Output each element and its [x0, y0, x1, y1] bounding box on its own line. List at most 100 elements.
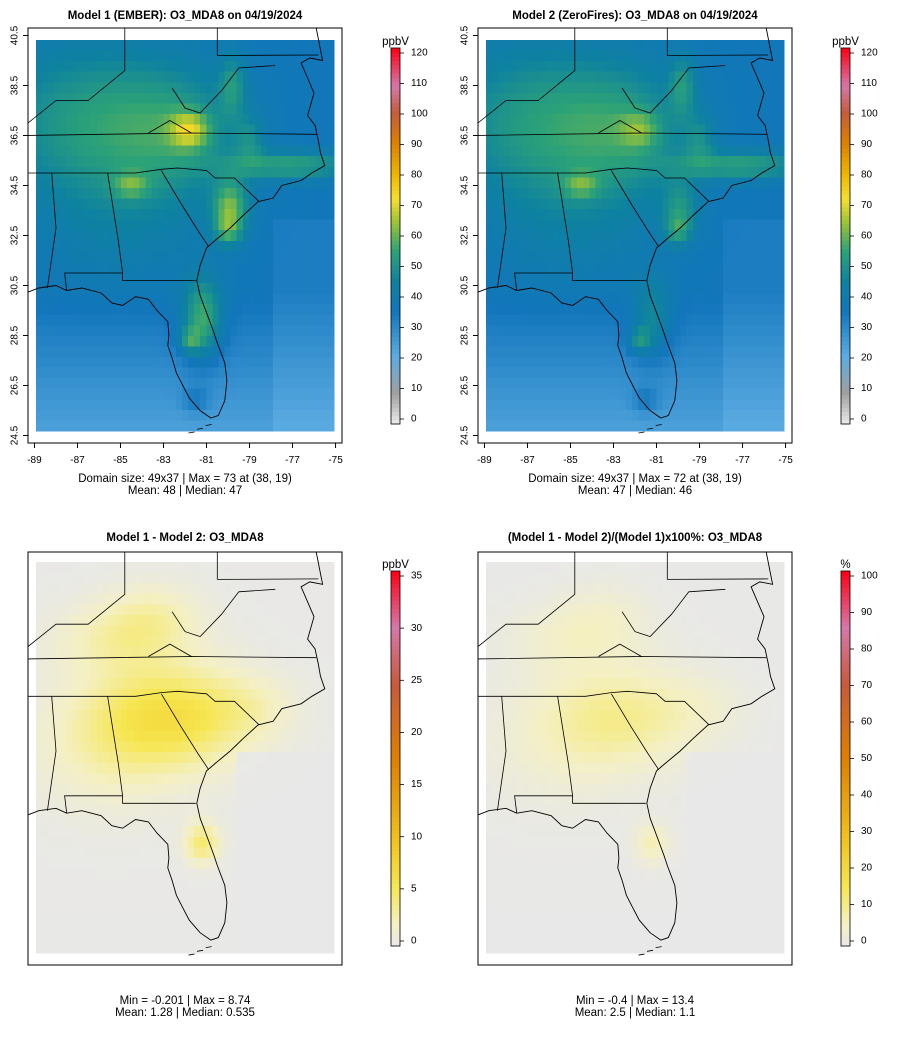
heatmap-cell: [261, 40, 268, 52]
heatmap-cell: [327, 251, 335, 263]
heatmap-cell: [242, 752, 250, 764]
heatmap-cell: [66, 399, 74, 411]
heatmap-cell: [236, 388, 244, 400]
heatmap-cell: [102, 625, 110, 637]
heatmap-cell: [589, 283, 597, 295]
heatmap-cell: [108, 378, 116, 390]
heatmap-cell: [84, 113, 92, 126]
heatmap-cell: [759, 420, 767, 432]
heatmap-cell: [546, 272, 554, 284]
heatmap-cell: [254, 187, 262, 200]
heatmap-cell: [36, 688, 43, 700]
heatmap-cell: [145, 572, 153, 584]
x-tick-label: -81: [649, 455, 664, 466]
legend-color-step: [391, 382, 400, 387]
heatmap-cell: [279, 667, 286, 679]
heatmap-cell: [42, 699, 49, 711]
heatmap-cell: [516, 124, 524, 136]
heatmap-cell: [674, 325, 682, 337]
heatmap-cell: [686, 357, 694, 369]
heatmap-cell: [291, 678, 299, 690]
heatmap-cell: [96, 593, 104, 605]
heatmap-cell: [686, 388, 694, 400]
legend-color-step: [841, 332, 850, 337]
heatmap-cell: [261, 187, 268, 200]
heatmap-cell: [115, 762, 122, 774]
heatmap-cell: [54, 752, 61, 764]
heatmap-cell: [230, 293, 238, 305]
heatmap-cell: [121, 604, 128, 616]
heatmap-cell: [102, 187, 110, 200]
heatmap-cell: [486, 71, 493, 83]
heatmap-cell: [656, 219, 663, 231]
heatmap-cell: [510, 103, 518, 115]
heatmap-cell: [692, 61, 700, 73]
heatmap-cell: [498, 388, 505, 400]
heatmap-cell: [273, 71, 280, 83]
heatmap-cell: [285, 304, 293, 316]
heatmap-cell: [267, 762, 274, 774]
heatmap-cell: [613, 283, 621, 295]
heatmap-cell: [765, 230, 773, 242]
heatmap-cell: [48, 699, 55, 711]
heatmap-cell: [540, 240, 548, 252]
heatmap-cell: [674, 388, 682, 400]
heatmap-cell: [698, 177, 706, 189]
heatmap-cell: [133, 699, 140, 711]
heatmap-cell: [188, 61, 195, 73]
heatmap-cell: [711, 50, 718, 62]
heatmap-cell: [90, 156, 98, 168]
heatmap-cell: [321, 314, 329, 326]
heatmap-cell: [248, 230, 256, 242]
heatmap-cell: [121, 709, 128, 722]
heatmap-cell: [145, 420, 153, 432]
heatmap-cell: [492, 325, 499, 337]
heatmap-cell: [267, 40, 274, 52]
heatmap-cell: [595, 272, 603, 284]
heatmap-cell: [254, 357, 262, 369]
heatmap-cell: [644, 230, 651, 242]
heatmap-cell: [504, 378, 511, 390]
heatmap-cell: [510, 92, 518, 105]
heatmap-cell: [729, 187, 736, 200]
x-tick-label: -77: [285, 455, 300, 466]
heatmap-cell: [151, 314, 159, 326]
heatmap-cell: [291, 40, 299, 52]
heatmap-cell: [650, 367, 657, 379]
heatmap-cell: [218, 604, 226, 616]
heatmap-cell: [315, 325, 323, 337]
heatmap-cell: [309, 272, 317, 284]
heatmap-cell: [108, 325, 116, 337]
heatmap-cell: [133, 135, 140, 147]
heatmap-cell: [163, 156, 171, 168]
heatmap-cell: [139, 604, 147, 616]
heatmap-cell: [236, 314, 244, 326]
heatmap-cell: [194, 593, 201, 605]
heatmap-cell: [84, 325, 92, 337]
heatmap-cell: [248, 71, 256, 83]
heatmap-cell: [644, 219, 651, 231]
heatmap-cell: [96, 688, 104, 700]
heatmap-cell: [36, 367, 43, 379]
heatmap-cell: [133, 688, 140, 700]
heatmap-cell: [102, 209, 110, 221]
heatmap-cell: [200, 113, 207, 126]
heatmap-cell: [139, 251, 147, 263]
heatmap-cell: [48, 261, 55, 274]
heatmap-cell: [771, 135, 779, 147]
heatmap-cell: [36, 124, 43, 136]
heatmap-cell: [273, 113, 280, 126]
heatmap-cell: [267, 657, 274, 669]
heatmap-cell: [224, 187, 232, 200]
heatmap-cell: [157, 113, 165, 126]
heatmap-cell: [291, 367, 299, 379]
legend-color-step: [841, 160, 850, 166]
heatmap-cell: [90, 420, 98, 432]
heatmap-cell: [668, 314, 676, 326]
heatmap-cell: [321, 50, 329, 62]
heatmap-cell: [139, 325, 147, 337]
heatmap-cell: [139, 71, 147, 83]
heatmap-cell: [498, 166, 505, 178]
heatmap-cell: [108, 604, 116, 616]
heatmap-cell: [133, 124, 140, 136]
